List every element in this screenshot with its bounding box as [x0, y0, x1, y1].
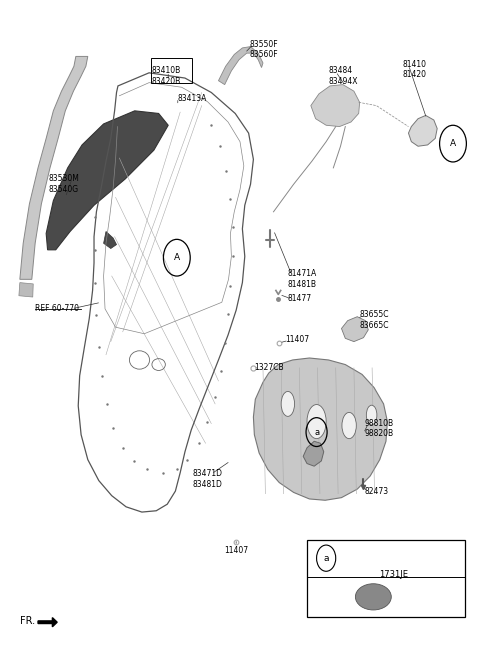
Text: 11407: 11407 [286, 335, 310, 344]
Ellipse shape [366, 405, 377, 425]
Ellipse shape [355, 583, 391, 610]
Polygon shape [46, 111, 168, 250]
Text: 83413A: 83413A [178, 94, 207, 102]
Text: 82473: 82473 [364, 487, 389, 496]
Text: a: a [314, 428, 319, 437]
Text: 83530M
83540G: 83530M 83540G [48, 174, 79, 194]
Text: 83655C
83665C: 83655C 83665C [360, 310, 389, 330]
Text: REF 60-770: REF 60-770 [35, 304, 79, 313]
Text: 11407: 11407 [224, 546, 248, 555]
Text: 83471D
83481D: 83471D 83481D [192, 470, 222, 489]
Text: A: A [450, 139, 456, 148]
Ellipse shape [307, 405, 326, 439]
Text: 83550F
83560F: 83550F 83560F [250, 40, 278, 59]
Text: 81410
81420: 81410 81420 [403, 60, 427, 79]
FancyBboxPatch shape [307, 539, 465, 617]
Text: A: A [174, 253, 180, 262]
Text: FR.: FR. [20, 616, 35, 625]
Text: 81477: 81477 [288, 294, 312, 304]
Polygon shape [311, 85, 360, 127]
Polygon shape [104, 231, 117, 248]
Polygon shape [20, 57, 88, 279]
Polygon shape [19, 283, 33, 297]
Text: 81471A
81481B: 81471A 81481B [288, 269, 317, 289]
Polygon shape [218, 47, 263, 85]
Polygon shape [253, 358, 387, 500]
Text: 98810B
98820B: 98810B 98820B [364, 419, 394, 438]
Text: a: a [324, 554, 329, 562]
Text: 1327CB: 1327CB [254, 363, 284, 372]
Ellipse shape [342, 413, 356, 439]
Text: 1731JE: 1731JE [379, 570, 408, 579]
Text: 83484
83494X: 83484 83494X [328, 66, 358, 85]
Polygon shape [341, 317, 368, 342]
Polygon shape [38, 618, 57, 627]
Ellipse shape [281, 392, 295, 417]
Polygon shape [408, 116, 437, 147]
Text: 83410B
83420B: 83410B 83420B [152, 66, 180, 85]
Polygon shape [303, 442, 324, 466]
